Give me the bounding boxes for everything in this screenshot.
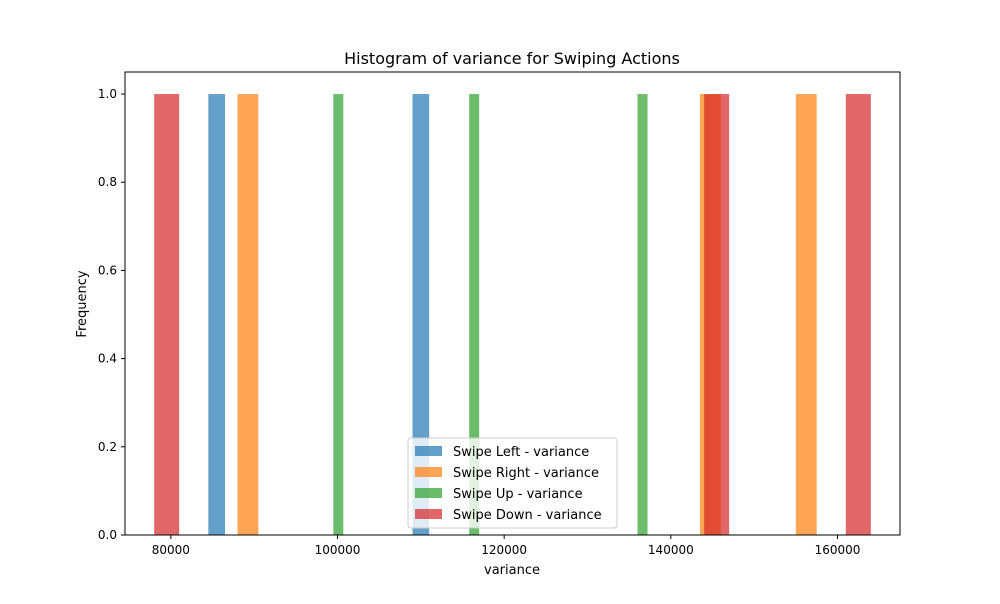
y-axis-label: Frequency (75, 270, 90, 337)
y-tick-label: 0.0 (98, 528, 117, 542)
y-tick-label: 0.2 (98, 440, 117, 454)
histogram-bar (412, 94, 430, 536)
ticks-layer: 80000 100000 120000 140000 160000 0.0 0.2 0.4 0.… (98, 87, 861, 557)
plot-frame (124, 71, 901, 536)
x-axis-label: variance (484, 563, 540, 578)
x-tick-label: 120000 (481, 543, 527, 557)
histogram-bar (795, 94, 817, 536)
legend-swatch (415, 488, 442, 498)
legend-label: Swipe Right - variance (453, 466, 599, 481)
histogram-bar (333, 94, 344, 536)
histogram-bar (845, 94, 871, 536)
x-tick-label: 80000 (152, 543, 190, 557)
legend-swatch (415, 446, 442, 456)
histogram-bar (154, 94, 180, 536)
y-tick-label: 1.0 (98, 87, 117, 101)
bars-layer (154, 94, 871, 536)
histogram-bar (237, 94, 259, 536)
y-tick-label: 0.4 (98, 352, 117, 366)
y-tick-label: 0.8 (98, 175, 117, 189)
legend-label: Swipe Down - variance (453, 508, 602, 523)
histogram-bar (208, 94, 225, 536)
histogram-bar (704, 94, 730, 536)
histogram-bar (469, 94, 480, 536)
histogram-bar (637, 94, 648, 536)
x-tick-label: 140000 (648, 543, 694, 557)
legend-swatch (415, 509, 442, 519)
legend-swatch (415, 467, 442, 477)
legend-box (407, 437, 618, 529)
chart-title: Histogram of variance for Swiping Action… (344, 49, 680, 68)
legend-label: Swipe Up - variance (453, 487, 583, 502)
y-tick-label: 0.6 (98, 263, 117, 277)
legend-label: Swipe Left - variance (453, 445, 589, 460)
legend: Swipe Left - variance Swipe Right - varia… (407, 437, 618, 529)
x-tick-label: 160000 (815, 543, 861, 557)
x-tick-label: 100000 (315, 543, 361, 557)
